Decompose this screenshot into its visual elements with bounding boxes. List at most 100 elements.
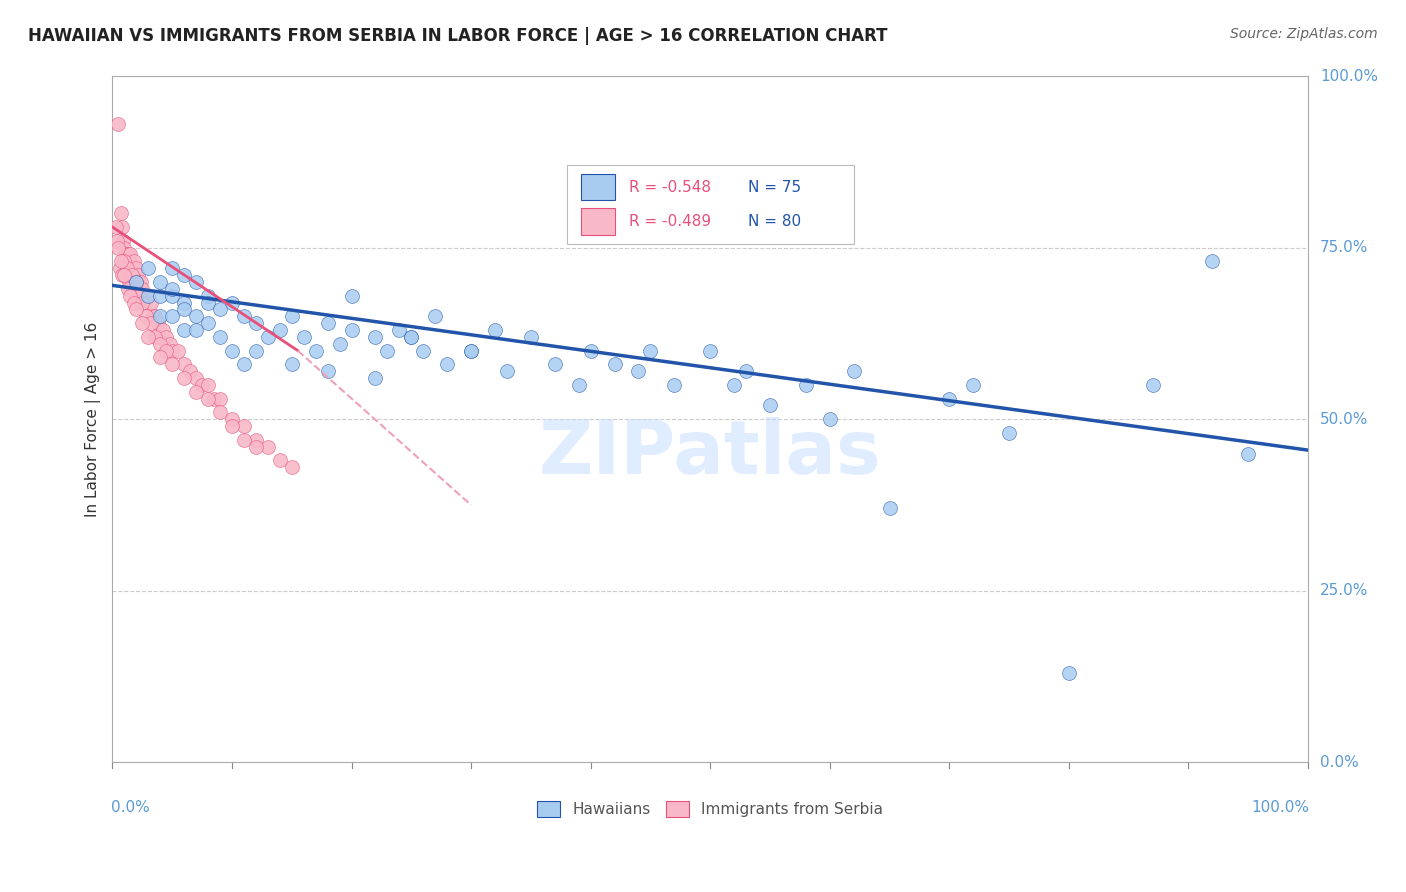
Text: 0.0%: 0.0% — [111, 800, 150, 815]
Point — [149, 288, 172, 302]
Point — [120, 288, 142, 302]
Point — [221, 412, 243, 426]
Y-axis label: In Labor Force | Age > 16: In Labor Force | Age > 16 — [86, 322, 101, 516]
Point — [112, 254, 135, 268]
Text: Source: ZipAtlas.com: Source: ZipAtlas.com — [1230, 27, 1378, 41]
FancyBboxPatch shape — [581, 209, 614, 235]
Text: N = 80: N = 80 — [748, 214, 801, 229]
Point — [962, 378, 984, 392]
Point — [568, 378, 591, 392]
Point — [245, 343, 267, 358]
Point — [197, 316, 219, 330]
Point — [142, 310, 165, 324]
Point — [412, 343, 434, 358]
Point — [879, 501, 901, 516]
Point — [184, 275, 207, 289]
Point — [173, 302, 195, 317]
Point — [127, 268, 149, 282]
Point — [197, 392, 219, 406]
Point — [136, 261, 159, 276]
Point — [436, 357, 458, 371]
Point — [149, 351, 172, 365]
Text: 100.0%: 100.0% — [1320, 69, 1378, 84]
Point — [112, 234, 135, 248]
Point — [388, 323, 411, 337]
Point — [292, 330, 315, 344]
Point — [110, 206, 132, 220]
Point — [173, 268, 195, 282]
Point — [340, 288, 363, 302]
Point — [136, 330, 159, 344]
Text: 50.0%: 50.0% — [1320, 412, 1368, 426]
Point — [699, 343, 721, 358]
Point — [257, 440, 280, 454]
Point — [105, 234, 128, 248]
Text: 75.0%: 75.0% — [1320, 240, 1368, 255]
Text: R = -0.548: R = -0.548 — [628, 179, 711, 194]
Point — [160, 310, 183, 324]
Point — [136, 288, 159, 302]
Point — [627, 364, 650, 378]
Point — [281, 357, 304, 371]
Point — [131, 316, 153, 330]
Point — [316, 316, 339, 330]
Text: 25.0%: 25.0% — [1320, 583, 1368, 599]
Point — [124, 275, 146, 289]
Point — [316, 364, 339, 378]
Point — [107, 117, 129, 131]
Point — [197, 288, 219, 302]
Point — [146, 316, 169, 330]
Point — [401, 330, 423, 344]
Point — [202, 392, 225, 406]
Point — [484, 323, 506, 337]
Point — [128, 275, 150, 289]
Point — [401, 330, 423, 344]
Legend: Hawaiians, Immigrants from Serbia: Hawaiians, Immigrants from Serbia — [531, 796, 889, 823]
Point — [184, 384, 207, 399]
Point — [173, 295, 195, 310]
Point — [125, 275, 148, 289]
Point — [128, 288, 150, 302]
Point — [603, 357, 626, 371]
Point — [122, 295, 145, 310]
Point — [245, 433, 267, 447]
Point — [125, 261, 148, 276]
Point — [139, 295, 162, 310]
Point — [135, 310, 157, 324]
Point — [159, 336, 181, 351]
Point — [122, 254, 145, 268]
Point — [221, 295, 243, 310]
Point — [121, 268, 143, 282]
Point — [208, 330, 231, 344]
Point — [145, 310, 167, 324]
Point — [152, 323, 174, 337]
Point — [115, 261, 138, 276]
Point — [281, 310, 304, 324]
Point — [120, 247, 142, 261]
Point — [122, 282, 145, 296]
Point — [460, 343, 482, 358]
Point — [179, 364, 201, 378]
Point — [149, 310, 172, 324]
Point — [155, 343, 177, 358]
Point — [221, 419, 243, 434]
Point — [281, 460, 304, 475]
Point — [364, 371, 387, 385]
Point — [257, 330, 280, 344]
Point — [364, 330, 387, 344]
Point — [197, 378, 219, 392]
Point — [245, 316, 267, 330]
Text: 0.0%: 0.0% — [1320, 755, 1358, 770]
Point — [208, 392, 231, 406]
Point — [208, 302, 231, 317]
Point — [107, 241, 129, 255]
Point — [173, 323, 195, 337]
Point — [145, 330, 167, 344]
Point — [118, 254, 141, 268]
Point — [167, 343, 190, 358]
Point — [149, 336, 172, 351]
Point — [938, 392, 960, 406]
Point — [129, 275, 152, 289]
Point — [735, 364, 758, 378]
Point — [105, 220, 128, 235]
